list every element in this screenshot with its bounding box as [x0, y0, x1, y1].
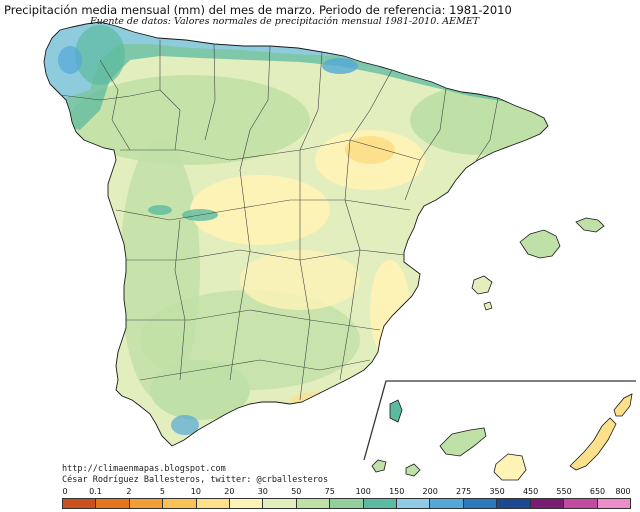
legend-swatch — [230, 499, 264, 508]
color-legend: 0 0.1 2 5 10 20 30 50 75 100 150 200 275 350 450 550 650… — [62, 487, 631, 511]
legend-tick-label: 650 — [589, 487, 606, 496]
legend-tick-label: 450 — [522, 487, 539, 496]
legend-tick-label: 10 — [190, 487, 201, 496]
legend-swatch — [196, 499, 231, 508]
map-title: Precipitación media mensual (mm) del mes… — [4, 3, 512, 17]
legend-swatch — [597, 499, 630, 508]
legend-swatch — [163, 499, 197, 508]
canary-inset-frame — [363, 380, 636, 461]
legend-swatch — [96, 499, 130, 508]
legend-swatch — [263, 499, 297, 508]
legend-swatch — [63, 499, 97, 508]
balearic-islands — [471, 217, 605, 311]
legend-bar — [62, 498, 631, 509]
canary-islands — [371, 393, 633, 481]
legend-tick-label: 150 — [389, 487, 405, 496]
legend-tick-label: 275 — [456, 487, 472, 496]
legend-tick-label: 20 — [224, 487, 235, 496]
legend-tick-label: 100 — [355, 487, 371, 496]
legend-tick-label: 550 — [556, 487, 572, 496]
legend-swatch — [363, 499, 398, 508]
legend-tick-label: 0.1 — [89, 487, 102, 496]
legend-swatch — [129, 499, 164, 508]
legend-tick-label: 0 — [62, 487, 68, 496]
credit-author: César Rodríguez Ballesteros, twitter: @c… — [62, 475, 329, 485]
legend-tick-label: 200 — [422, 487, 438, 496]
map-subtitle: Fuente de datos: Valores normales de pre… — [90, 16, 480, 27]
legend-ticks: 0 0.1 2 5 10 20 30 50 75 100 150 200 275 350 450 550 650… — [62, 487, 631, 498]
legend-tick-label: 5 — [159, 487, 165, 496]
legend-tick-label: 800 — [615, 487, 631, 496]
mainland-coastline — [43, 21, 549, 447]
legend-tick-label: 50 — [291, 487, 302, 496]
legend-tick-label: 350 — [489, 487, 505, 496]
credit-url: http://climaenmapas.blogspot.com — [62, 464, 226, 474]
legend-swatch — [397, 499, 431, 508]
legend-tick-label: 2 — [126, 487, 132, 496]
legend-swatch — [463, 499, 498, 508]
legend-swatch — [530, 499, 565, 508]
legend-swatch — [497, 499, 531, 508]
legend-swatch — [330, 499, 364, 508]
legend-tick-label: 30 — [257, 487, 268, 496]
province-borders — [59, 40, 499, 401]
legend-tick-label: 75 — [324, 487, 335, 496]
legend-swatch — [564, 499, 598, 508]
legend-swatch — [296, 499, 331, 508]
legend-swatch — [430, 499, 464, 508]
